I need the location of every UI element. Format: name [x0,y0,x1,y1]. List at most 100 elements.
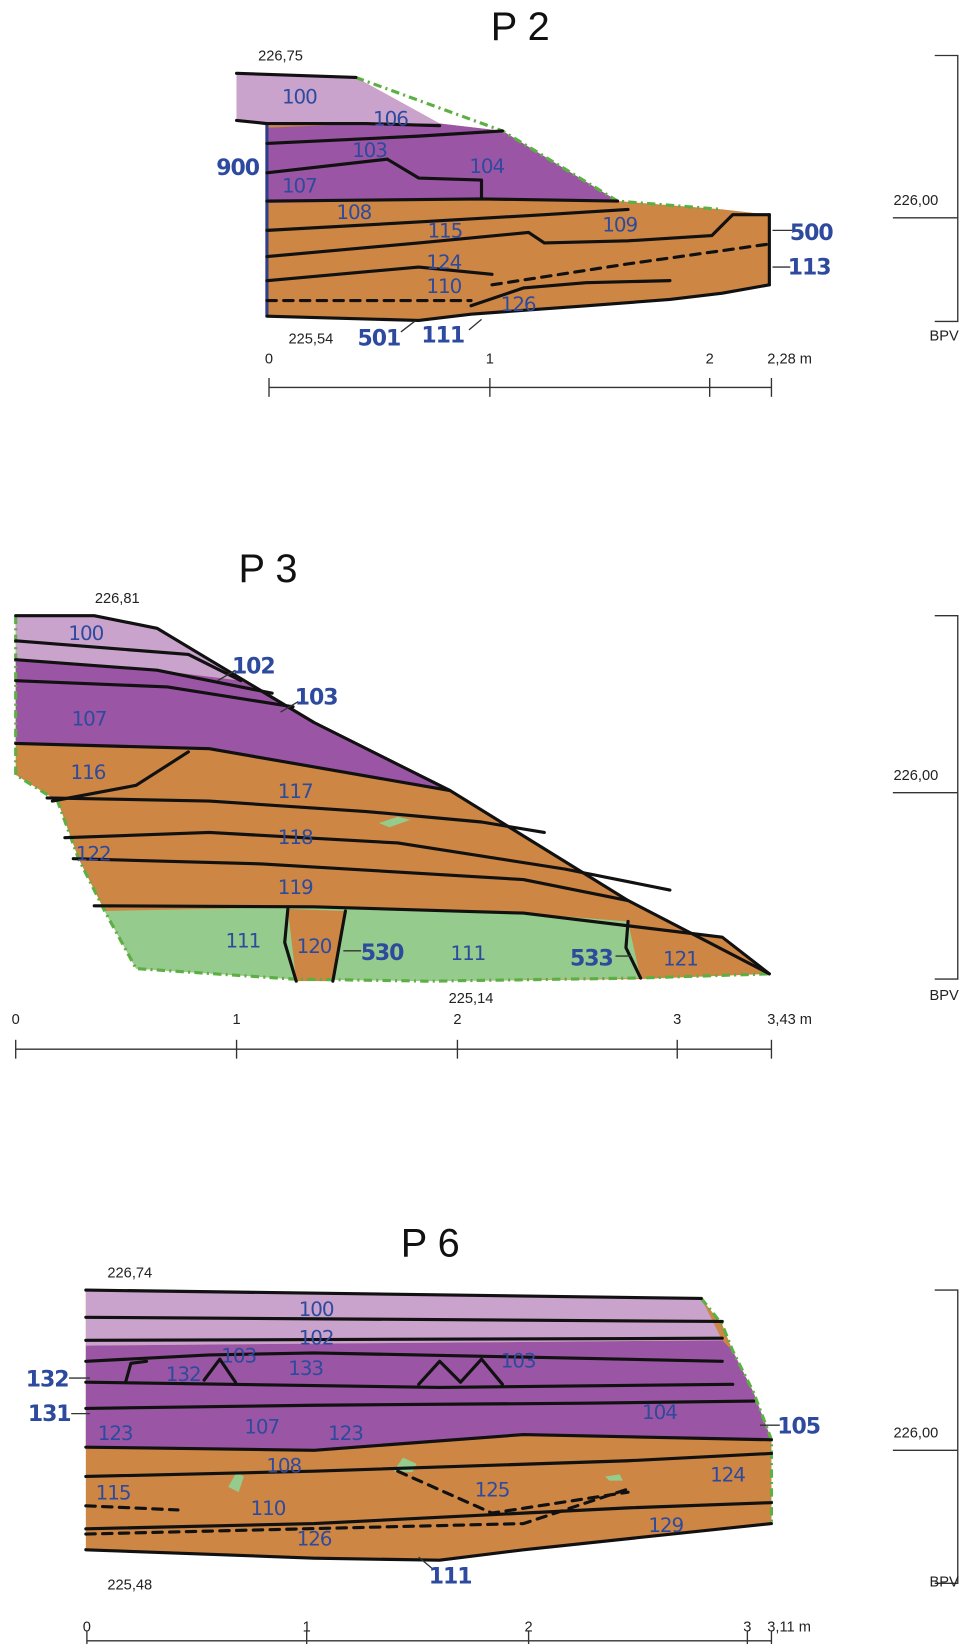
top-elevation: 226,81 [95,591,140,607]
reference-bracket [934,615,959,980]
layer-label: 104 [469,155,504,178]
layer-boundary [234,118,442,128]
reference-level-label: 226,00 [894,1426,939,1442]
reference-datum: BPV [930,988,960,1004]
layer-fill [228,1472,244,1493]
layer-label: 131 [28,1402,71,1427]
layer-label: 111 [450,942,485,965]
layer-label: 100 [68,622,103,645]
layer-boundary [84,1351,724,1363]
layer-boundary [14,639,243,683]
layer-label: 107 [244,1416,279,1439]
layer-boundary [265,207,630,232]
layer-boundary [265,213,771,259]
layer-label: 111 [225,930,260,953]
layer-fill [628,921,770,979]
reference-level-label: 226,00 [894,768,939,784]
layer-label: 121 [663,947,698,970]
layer-label: 117 [278,780,313,803]
layer-boundary [624,919,643,980]
layer-label: 125 [475,1478,510,1501]
layer-fill [605,1474,623,1481]
layer-boundary [265,265,494,283]
layer-label: 500 [790,221,833,246]
layer-label: 533 [570,946,613,971]
profile-edge [14,615,770,983]
bottom-elevation: 225,48 [107,1578,152,1594]
layer-boundary [283,907,298,983]
reference-bracket [934,1289,959,1584]
layer-fill [104,906,641,982]
layer-label: 124 [710,1464,745,1487]
layer-label: 118 [278,826,313,849]
pointer-arrow [280,700,299,713]
top-elevation: 226,74 [107,1266,152,1282]
layer-boundary [490,242,771,287]
layer-label: 110 [251,1497,286,1520]
scale-label: 3,43 m [767,1012,812,1028]
scale-label: 3,11 m [767,1619,811,1635]
layer-label: 124 [426,251,461,274]
layer-label: 103 [352,139,387,162]
layer-boundary [84,1522,774,1562]
scale-label: 1 [303,1619,311,1635]
layer-fill [85,1340,772,1451]
layer-boundary [84,1433,774,1452]
layer-label: 123 [98,1422,133,1445]
layer-label: 122 [76,843,111,866]
bottom-elevation: 225,54 [288,331,333,347]
profile-section: P 3226,81225,141001021031071161171181221… [12,547,960,1059]
layer-label: 111 [429,1564,472,1589]
layer-boundary [84,1451,774,1479]
pointer-arrow [468,318,482,331]
layer-label: 119 [278,876,313,899]
layer-label: 900 [216,156,259,181]
layer-label: 115 [96,1481,131,1504]
layer-boundary [265,157,389,175]
layer-boundary [265,197,620,203]
layer-label: 501 [358,327,401,352]
layer-boundary [84,1399,756,1410]
layer-boundary [331,909,347,983]
layer-boundary [124,1359,149,1384]
scale-label: 3 [673,1012,681,1028]
reference-datum: BPV [930,328,960,344]
layer-boundary [92,904,771,976]
layer-label: 133 [288,1357,323,1380]
layer-label: 100 [299,1298,334,1321]
pointer-arrow [217,669,236,682]
scale-label: 0 [83,1619,91,1635]
pointer-arrow [418,1556,433,1570]
section-title: P 3 [238,547,297,591]
layer-boundary [202,1357,238,1384]
layer-label: 530 [361,941,404,966]
layer-fill [378,816,411,828]
layer-boundary [84,1501,774,1531]
scale-label: 2 [453,1012,461,1028]
scale-label: 1 [486,351,494,367]
layer-label: 110 [426,275,461,298]
layer-boundary [71,857,630,903]
profile-section: P 2 226,75 225,54 100 106 103 104 900 107 108 115 1… [216,5,959,397]
layer-label: 115 [427,220,462,243]
scale-label: 0 [265,351,273,367]
layer-label: 113 [788,255,831,280]
layer-label: 120 [297,935,332,958]
layer-boundary [50,750,190,803]
bottom-elevation: 225,14 [449,991,494,1007]
layer-label: 123 [328,1422,363,1445]
layer-label: 109 [602,213,637,236]
layer-label: 103 [221,1344,256,1367]
scale-label: 3 [743,1619,751,1635]
layer-label: 108 [336,201,371,224]
top-elevation: 226,75 [258,49,303,65]
layer-fill [15,659,451,791]
layer-boundary [84,1487,630,1536]
layer-label: 105 [777,1415,820,1440]
layer-boundary [84,1380,735,1390]
scale-label: 2 [706,351,714,367]
scale-label: 0 [12,1012,20,1028]
